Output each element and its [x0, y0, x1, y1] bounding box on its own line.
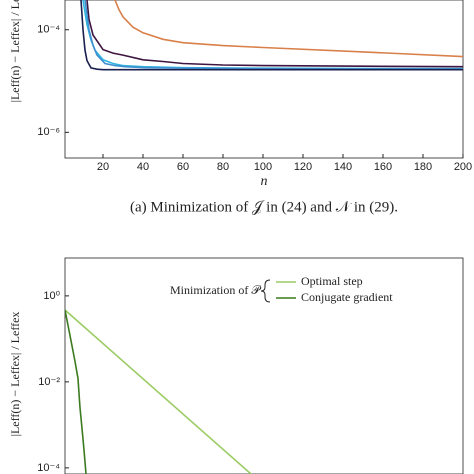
- x-tick-label: 100: [254, 161, 272, 173]
- x-tick-label: 200: [454, 161, 472, 173]
- x-tick-label: 120: [294, 161, 312, 173]
- y-tick-label: 10⁻⁶: [37, 126, 60, 138]
- x-tick-label: 40: [137, 161, 149, 173]
- y-tick-label: 10⁻⁴: [37, 24, 60, 36]
- data-line: [86, 0, 463, 68]
- x-tick-label: 180: [414, 161, 432, 173]
- legend-label: Conjugate gradient: [301, 290, 393, 304]
- plot-lines: [65, 309, 252, 474]
- y-tick-label: 10⁰: [43, 290, 60, 302]
- x-tick-label: 20: [97, 161, 109, 173]
- data-line: [84, 0, 463, 70]
- data-line: [65, 309, 87, 474]
- legend-label: Optimal step: [301, 274, 363, 288]
- y-tick-label: 10⁻²: [38, 376, 60, 388]
- plot-lines: [80, 0, 463, 71]
- x-tick-label: 80: [217, 161, 229, 173]
- data-line: [80, 0, 463, 71]
- x-axis-label: n: [261, 174, 268, 189]
- x-tick-label: 60: [177, 161, 189, 173]
- y-tick-label: 10⁻⁴: [37, 462, 60, 474]
- y-axis-label: |Leff(n) − Leffex| / Leffex: [8, 312, 22, 437]
- caption: (a) Minimization of 𝒥 in (24) and 𝒩 in (…: [130, 199, 398, 215]
- plot-frame: [64, 257, 464, 474]
- data-line: [114, 0, 463, 58]
- legend-brace: [260, 279, 271, 303]
- x-tick-label: 160: [374, 161, 392, 173]
- legend-title: Minimization of 𝒫: [170, 283, 261, 297]
- y-axis-label: |Leff(n) − Leffex| / Leffex: [8, 0, 22, 102]
- x-tick-label: 140: [334, 161, 352, 173]
- plot-frame: [64, 0, 464, 159]
- data-line: [65, 309, 252, 474]
